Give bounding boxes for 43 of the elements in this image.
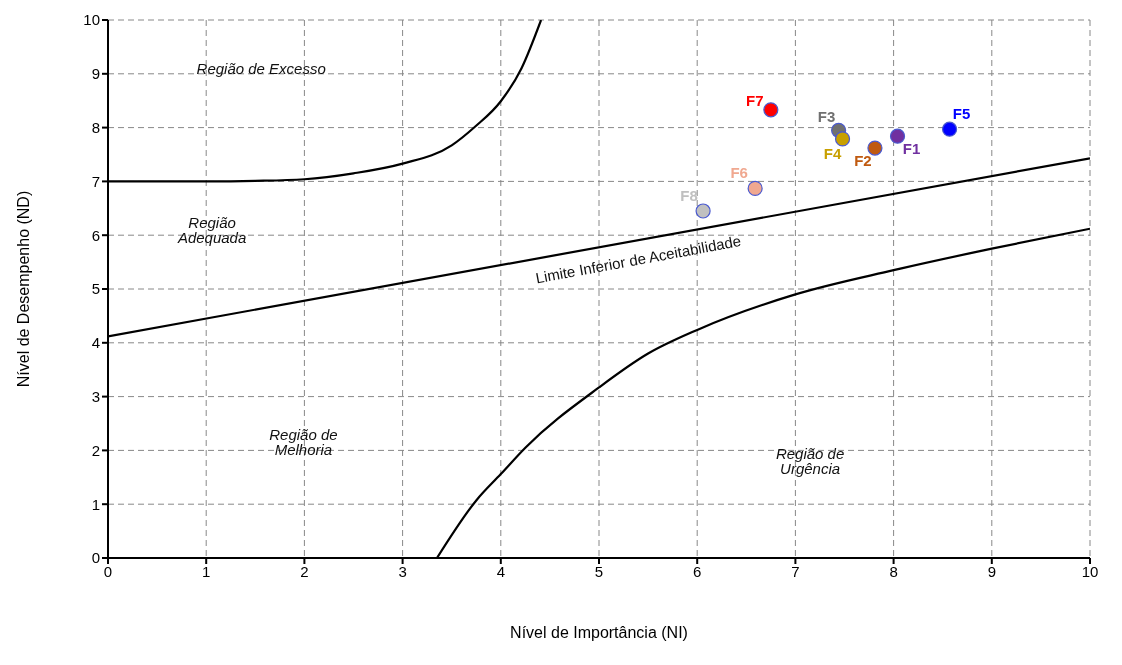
- annotation: Região Adequada: [176, 213, 247, 246]
- annotation: Região de Melhoria: [269, 426, 338, 459]
- series-label: F4: [823, 144, 842, 162]
- y-tick-label: 7: [91, 172, 100, 190]
- x-tick-label: 0: [103, 562, 113, 580]
- y-tick-label: 0: [91, 549, 100, 567]
- y-tick-label: 9: [91, 65, 100, 83]
- point: [747, 180, 763, 196]
- x-tick-label: 4: [496, 562, 505, 580]
- series-label: F1: [902, 140, 921, 158]
- series-label: F2: [854, 152, 872, 170]
- x-tick-label: 7: [791, 562, 800, 580]
- y-tick-label: 4: [91, 334, 100, 352]
- y-tick-label: 1: [91, 495, 100, 513]
- series-label: F6: [730, 164, 748, 182]
- x-tick-label: 8: [889, 562, 898, 580]
- point: [941, 121, 958, 137]
- series-label: F8: [680, 186, 698, 204]
- annotation: Região de Excesso: [196, 60, 326, 78]
- point: [867, 140, 883, 156]
- x-tick-label: 5: [594, 562, 604, 580]
- point: [695, 203, 711, 219]
- x-tick-label: 3: [398, 562, 407, 580]
- point: [763, 102, 779, 118]
- x-tick-label: 1: [202, 562, 211, 580]
- y-tick-label: 3: [91, 387, 100, 405]
- annotation: Região de Urgência: [775, 444, 845, 477]
- point: [889, 128, 906, 144]
- x-tick-label: 6: [693, 562, 702, 580]
- series-label: F5: [952, 105, 971, 123]
- y-tick-label: 6: [91, 226, 100, 244]
- y-axis-title: Nível de Desempenho (ND): [14, 190, 32, 388]
- y-tick-label: 2: [91, 441, 100, 459]
- x-tick-label: 2: [300, 562, 309, 580]
- y-tick-label: 5: [91, 280, 100, 298]
- y-tick-label: 10: [83, 11, 100, 29]
- y-tick-label: 8: [91, 118, 100, 136]
- point: [834, 131, 851, 147]
- series-label: F3: [817, 108, 836, 126]
- series-label: F7: [746, 91, 764, 109]
- x-axis-title: Nível de Importância (NI): [510, 624, 688, 641]
- x-tick-label: 10: [1081, 562, 1099, 580]
- x-tick-label: 9: [987, 562, 996, 580]
